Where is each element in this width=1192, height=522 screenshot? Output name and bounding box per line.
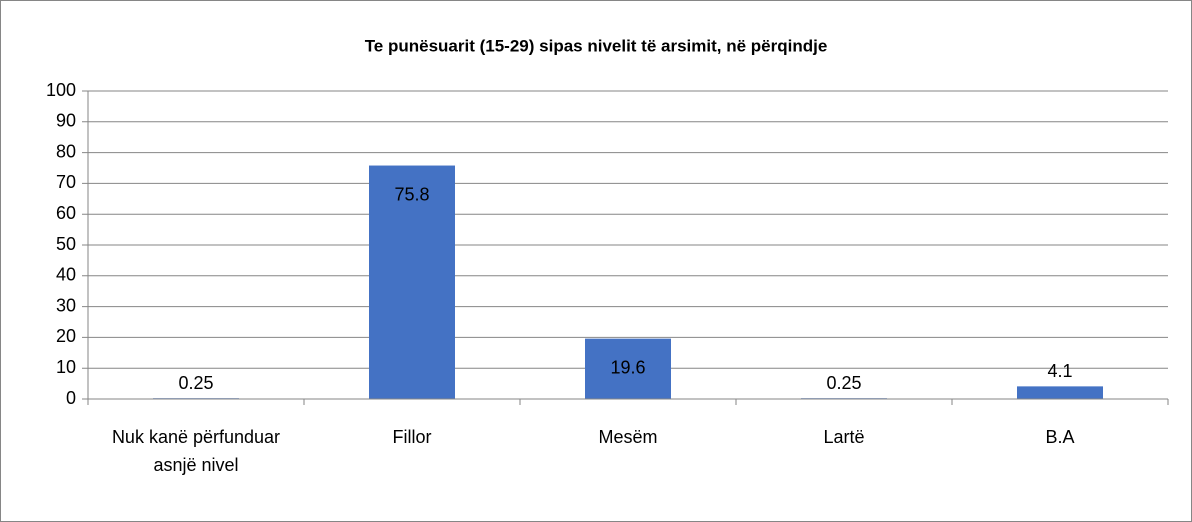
data-label: 4.1 [1047,361,1072,381]
y-tick-label: 100 [46,80,76,100]
x-tick-label: B.A [1045,427,1075,447]
data-label: 75.8 [394,184,429,204]
chart-title: Te punësuarit (15-29) sipas nivelit të a… [365,36,828,55]
data-label: 0.25 [826,373,861,393]
y-tick-label: 30 [56,295,76,315]
y-tick-label: 40 [56,265,76,285]
y-tick-label: 50 [56,234,76,254]
data-label: 19.6 [610,357,645,377]
y-tick-label: 80 [56,141,76,161]
x-tick-label: Fillor [392,427,432,447]
data-label: 0.25 [178,373,213,393]
y-tick-label: 10 [56,357,76,377]
bar [1017,386,1103,399]
bar [369,165,455,399]
y-tick-label: 90 [56,111,76,131]
y-tick-label: 60 [56,203,76,223]
x-tick-label: Mesëm [598,427,658,447]
x-tick-label: Lartë [823,427,865,447]
bar [585,338,671,399]
y-tick-label: 0 [66,388,76,408]
x-tick-label: Nuk kanë përfunduar asnjë nivel [111,427,281,475]
y-tick-label: 20 [56,326,76,346]
y-tick-label: 70 [56,172,76,192]
